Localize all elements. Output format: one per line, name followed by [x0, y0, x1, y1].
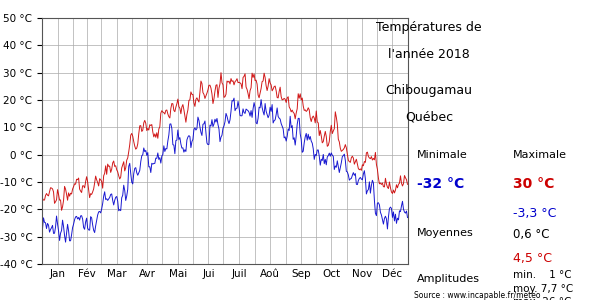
Text: Amplitudes: Amplitudes [417, 274, 480, 284]
Text: Maximale: Maximale [513, 150, 567, 160]
Text: 0,6 °C: 0,6 °C [513, 228, 550, 241]
Text: Moyennes: Moyennes [417, 228, 474, 238]
Text: -32 °C: -32 °C [417, 177, 464, 191]
Text: Source : www.incapable.fr/meteo: Source : www.incapable.fr/meteo [414, 291, 541, 300]
Text: Québec: Québec [405, 111, 453, 124]
Text: min.    1 °C: min. 1 °C [513, 270, 572, 280]
Text: 4,5 °C: 4,5 °C [513, 252, 552, 265]
Text: Minimale: Minimale [417, 150, 468, 160]
Text: -3,3 °C: -3,3 °C [513, 207, 556, 220]
Text: max. 26 °C: max. 26 °C [513, 297, 571, 300]
Text: l'année 2018: l'année 2018 [388, 48, 470, 61]
Text: Températures de: Températures de [376, 21, 482, 34]
Text: Chibougamau: Chibougamau [386, 84, 473, 97]
Text: 30 °C: 30 °C [513, 177, 554, 191]
Text: moy. 7,7 °C: moy. 7,7 °C [513, 284, 573, 293]
